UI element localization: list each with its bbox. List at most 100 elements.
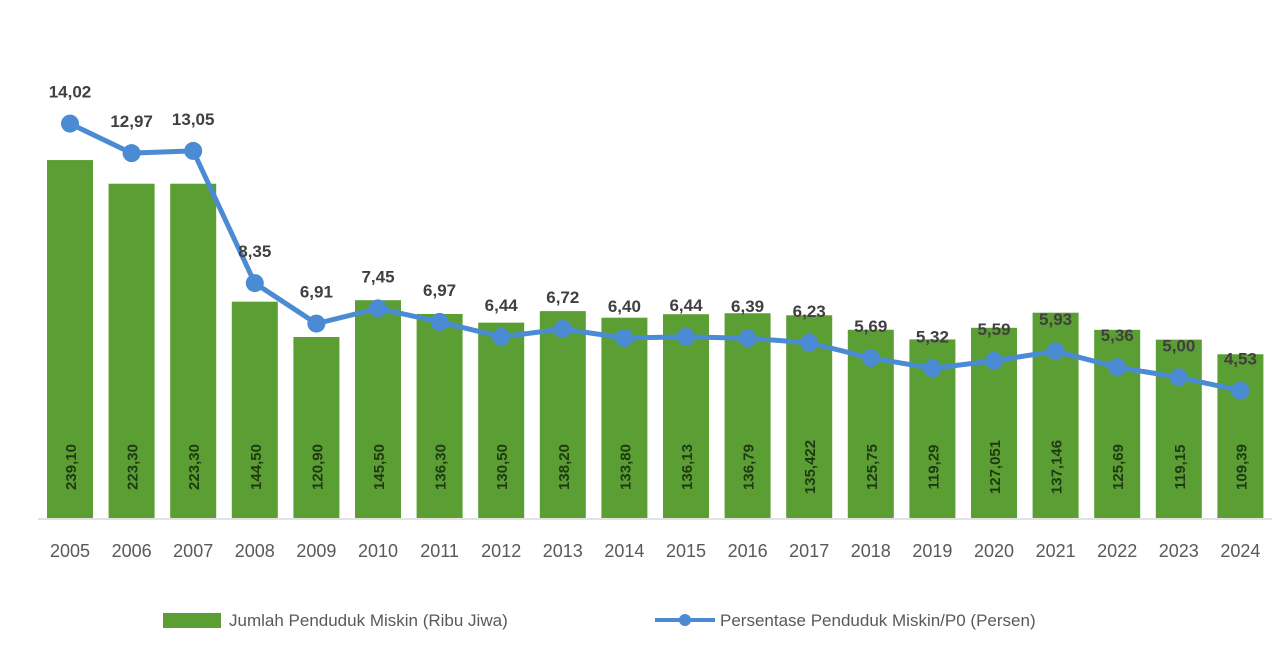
x-tick-label: 2021: [1036, 541, 1076, 561]
line-value-label: 7,45: [361, 267, 394, 286]
line-value-label: 4,53: [1224, 350, 1257, 369]
bar-value-label: 137,146: [1049, 440, 1066, 494]
x-tick-label: 2008: [235, 541, 275, 561]
line-value-label: 14,02: [49, 83, 92, 102]
line-point-2011: [430, 312, 449, 331]
line-value-label: 8,35: [238, 242, 271, 261]
line-value-label: 6,23: [793, 302, 826, 321]
line-value-label: 5,93: [1039, 310, 1072, 329]
bar-value-label: 135,422: [802, 440, 819, 494]
bar-value-label: 136,13: [679, 444, 696, 490]
x-tick-label: 2013: [543, 541, 583, 561]
line-value-label: 6,44: [485, 296, 519, 315]
x-tick-label: 2007: [173, 541, 213, 561]
bar-2006: [108, 183, 155, 518]
bar-value-label: 109,39: [1233, 444, 1250, 490]
line-value-label: 13,05: [172, 110, 215, 129]
line-point-2013: [553, 319, 572, 338]
x-tick-label: 2011: [420, 541, 459, 561]
bar-2012: [478, 322, 525, 518]
line-value-label: 5,59: [977, 320, 1010, 339]
line-point-2018: [861, 348, 880, 367]
line-point-2021: [1046, 342, 1065, 361]
bar-value-label: 120,90: [309, 444, 326, 490]
bar-2011: [416, 313, 463, 518]
bar-value-label: 125,69: [1110, 444, 1127, 490]
line-point-2009: [307, 314, 326, 333]
bar-value-label: 119,29: [925, 444, 942, 489]
x-tick-label: 2019: [912, 541, 952, 561]
legend-line-marker: [679, 614, 691, 626]
legend-bar-swatch: [163, 613, 221, 628]
line-point-2006: [122, 144, 141, 163]
legend: Jumlah Penduduk Miskin (Ribu Jiwa) Perse…: [163, 611, 1036, 630]
bar-2015: [663, 314, 709, 518]
x-tick-label: 2022: [1097, 541, 1137, 561]
x-tick-label: 2023: [1159, 541, 1199, 561]
x-tick-label: 2018: [851, 541, 891, 561]
bar-2010: [355, 300, 401, 518]
x-tick-label: 2024: [1220, 541, 1260, 561]
bar-2005: [47, 160, 93, 518]
line-point-2019: [923, 359, 942, 378]
bar-2009: [293, 337, 340, 518]
bar-value-label: 136,30: [433, 444, 450, 490]
line-value-label: 5,69: [854, 317, 887, 336]
line-point-2015: [677, 327, 695, 346]
x-tick-label: 2017: [789, 541, 829, 561]
percentage-line: [68, 121, 1241, 394]
x-tick-label: 2014: [604, 541, 644, 561]
line-value-label: 12,97: [110, 112, 153, 131]
line-point-2007: [184, 141, 203, 160]
bar-value-label: 239,10: [63, 444, 80, 490]
line-value-label: 6,97: [423, 281, 456, 300]
line-value-label: 6,39: [731, 297, 764, 316]
bar-value-label: 119,15: [1172, 444, 1189, 489]
line-point-2022: [1108, 358, 1127, 377]
line-point-2023: [1169, 368, 1188, 387]
x-tick-label: 2015: [666, 541, 706, 561]
bar-2008: [231, 301, 278, 518]
bar-value-label: 145,50: [371, 444, 388, 490]
x-tick-label: 2009: [296, 541, 336, 561]
legend-bar-label: Jumlah Penduduk Miskin (Ribu Jiwa): [229, 611, 508, 630]
line-point-2017: [800, 333, 819, 352]
bar-value-label: 138,20: [556, 444, 573, 490]
bar-value-label: 223,30: [125, 444, 142, 490]
bar-2007: [170, 183, 217, 518]
line-value-label: 6,72: [546, 288, 579, 307]
line-point-2008: [245, 274, 264, 293]
bar-2016: [724, 313, 771, 518]
x-tick-label: 2016: [728, 541, 768, 561]
line-value-label: 6,40: [608, 297, 641, 316]
legend-line-label: Persentase Penduduk Miskin/P0 (Persen): [720, 611, 1036, 630]
line-value-label: 5,36: [1101, 326, 1134, 345]
line-point-2016: [738, 329, 757, 348]
x-tick-label: 2012: [481, 541, 521, 561]
bar-2013: [539, 311, 586, 518]
line-value-label: 6,91: [300, 283, 333, 302]
bar-value-label: 223,30: [186, 444, 203, 490]
line-value-label: 6,44: [669, 296, 703, 315]
line-point-2014: [615, 328, 634, 347]
bar-2023: [1155, 339, 1202, 518]
x-tick-label: 2010: [358, 541, 398, 561]
line-point-2010: [369, 299, 387, 318]
bar-value-label: 136,79: [741, 444, 758, 490]
bar-value-label: 144,50: [248, 444, 265, 490]
x-tick-label: 2020: [974, 541, 1014, 561]
bar-2014: [601, 317, 648, 518]
line-value-label: 5,00: [1162, 336, 1195, 355]
bar-value-label: 133,80: [617, 444, 634, 490]
bar-value-label: 130,50: [494, 444, 511, 490]
line-point-2020: [985, 351, 1003, 370]
bar-value-label: 127,051: [987, 440, 1004, 494]
line-point-2024: [1231, 381, 1250, 400]
bar-value-label: 125,75: [864, 444, 881, 490]
bar-2024: [1217, 354, 1264, 518]
line-point-2005: [61, 114, 79, 133]
line-point-2012: [492, 327, 511, 346]
line-value-label: 5,32: [916, 327, 949, 346]
x-tick-label: 2005: [50, 541, 90, 561]
x-tick-label: 2006: [112, 541, 152, 561]
